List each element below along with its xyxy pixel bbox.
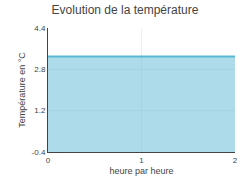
svg-text:Température en °C: Température en °C: [17, 52, 27, 128]
svg-text:heure par heure: heure par heure: [109, 166, 173, 176]
svg-text:0: 0: [46, 156, 51, 165]
svg-text:-0.4: -0.4: [32, 148, 46, 157]
svg-text:1: 1: [139, 156, 144, 165]
svg-text:2: 2: [233, 156, 238, 165]
svg-text:2.8: 2.8: [34, 65, 46, 74]
svg-text:4.4: 4.4: [34, 24, 46, 33]
svg-text:Evolution de la température: Evolution de la température: [52, 3, 199, 17]
svg-text:1.2: 1.2: [34, 106, 46, 115]
